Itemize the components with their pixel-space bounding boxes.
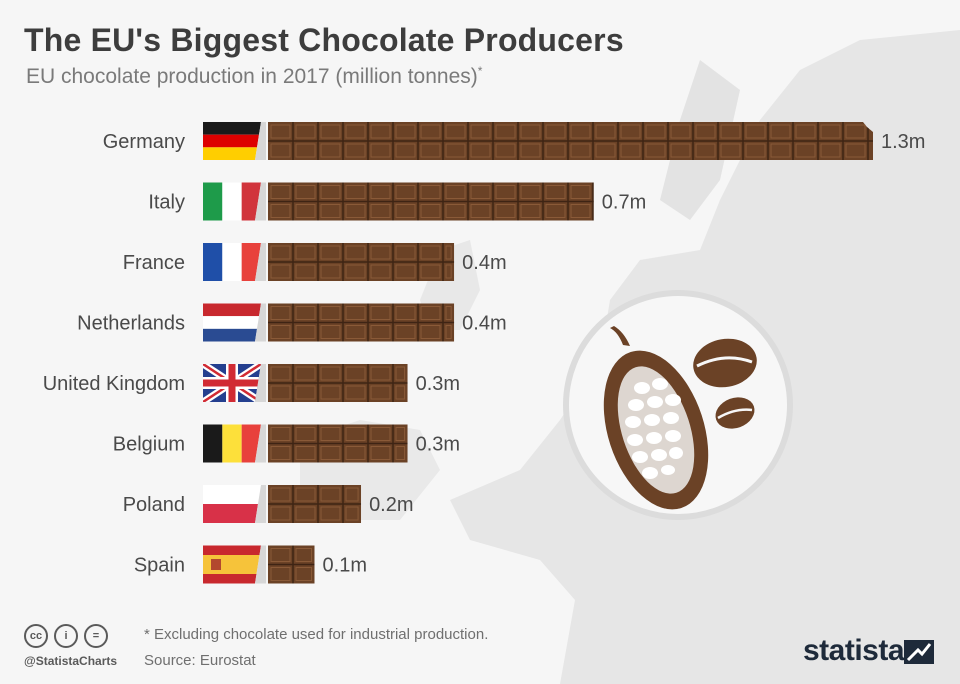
chart-subtitle: EU chocolate production in 2017 (million… xyxy=(26,64,482,89)
spain-flag-icon xyxy=(203,545,266,584)
bar xyxy=(268,364,408,402)
category-label: United Kingdom xyxy=(43,373,185,395)
value-label: 0.3m xyxy=(416,373,460,395)
subtitle-footnote-marker: * xyxy=(477,64,483,78)
attribution-icon: i xyxy=(54,624,78,648)
france-flag-icon xyxy=(203,243,266,281)
value-label: 1.3m xyxy=(881,131,925,153)
poland-flag-icon xyxy=(203,485,266,523)
bar xyxy=(268,545,315,584)
uk-flag-icon xyxy=(203,364,266,402)
value-label: 0.3m xyxy=(416,434,460,456)
source-note: Source: Eurostat xyxy=(144,652,256,669)
license-icons: cc i = xyxy=(24,624,108,648)
germany-flag-icon xyxy=(203,122,266,160)
statista-logo: statista xyxy=(803,634,905,667)
value-label: 0.4m xyxy=(462,313,506,335)
bar xyxy=(268,243,455,281)
cacao-pod-and-beans-icon xyxy=(563,290,793,520)
category-label: Netherlands xyxy=(77,313,185,335)
value-label: 0.1m xyxy=(323,555,367,577)
no-derivatives-icon: = xyxy=(84,624,108,648)
footnote: * Excluding chocolate used for industria… xyxy=(144,626,489,643)
social-handle: @StatistaCharts xyxy=(24,654,118,668)
italy-flag-icon xyxy=(203,182,266,221)
cc-license-text: cc xyxy=(29,630,43,642)
bar xyxy=(268,485,362,523)
category-label: Poland xyxy=(123,494,185,516)
netherlands-flag-icon xyxy=(203,303,266,342)
value-label: 0.7m xyxy=(602,192,646,214)
bar xyxy=(268,424,408,463)
category-label: Spain xyxy=(134,555,185,577)
chart-title: The EU's Biggest Chocolate Producers xyxy=(24,22,624,58)
bar xyxy=(268,122,873,160)
bar xyxy=(268,182,594,221)
attribution-text: i xyxy=(64,630,68,642)
value-label: 0.2m xyxy=(369,494,413,516)
category-label: Germany xyxy=(103,131,185,153)
category-label: France xyxy=(123,252,185,274)
no-derivatives-text: = xyxy=(92,630,100,642)
cc-license-icon: cc xyxy=(24,624,48,648)
category-label: Italy xyxy=(148,192,185,214)
category-label: Belgium xyxy=(113,434,185,456)
bar xyxy=(268,303,455,342)
belgium-flag-icon xyxy=(203,424,266,463)
value-label: 0.4m xyxy=(462,252,506,274)
subtitle-text: EU chocolate production in 2017 (million… xyxy=(26,65,478,88)
statista-logo-mark-icon xyxy=(904,640,934,664)
